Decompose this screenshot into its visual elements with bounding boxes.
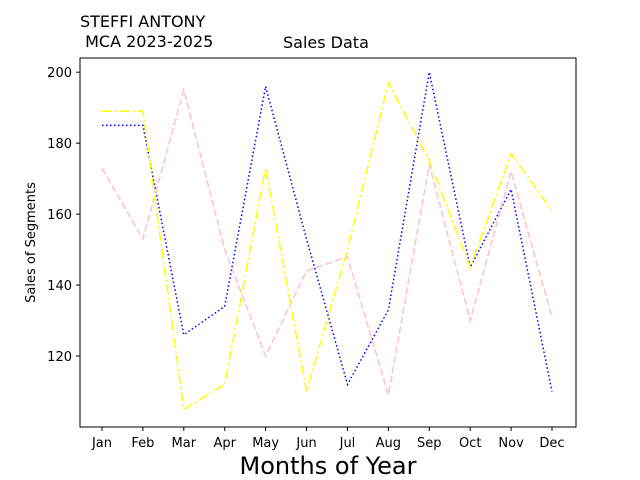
x-tick-label-jan: Jan [91,436,112,451]
x-axis: Jan Feb Mar Apr May Jun Jul Aug Sep Oct Nov Dec [91,427,565,451]
x-tick-label-may: May [252,436,279,451]
x-tick-label-feb: Feb [131,436,154,451]
y-tick-label-160: 160 [47,208,72,223]
x-tick-label-aug: Aug [376,436,401,451]
y-tick-label-140: 140 [47,279,72,294]
x-tick-label-jul: Jul [339,436,356,451]
series-line-1-dotted [102,72,553,392]
x-tick-label-apr: Apr [213,436,236,451]
x-tick-label-oct: Oct [459,436,481,451]
x-tick-label-nov: Nov [498,436,524,451]
y-axis: 120 140 160 180 200 [47,66,80,365]
plot-frame [79,57,577,428]
series-layer [101,72,553,411]
series-line-3-dashdot [102,80,553,411]
author-block: STEFFI ANTONY MCA 2023-2025 [80,12,213,52]
x-tick-label-jun: Jun [295,436,316,451]
chart-title: Sales Data [283,33,369,52]
y-tick-label-200: 200 [47,66,72,81]
x-tick-label-mar: Mar [172,436,197,451]
x-axis-label: Months of Year [240,452,417,480]
y-tick-label-120: 120 [47,350,72,365]
x-tick-label-dec: Dec [539,436,564,451]
author-name: STEFFI ANTONY [80,12,206,31]
x-tick-label-sep: Sep [417,436,442,451]
y-tick-label-180: 180 [47,137,72,152]
y-axis-label: Sales of Segments [24,182,39,303]
series-line-2-dashed [101,86,553,396]
author-course: MCA 2023-2025 [80,32,214,51]
